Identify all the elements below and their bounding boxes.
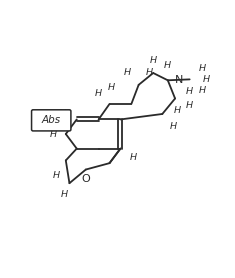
Text: H: H <box>95 88 102 98</box>
Text: H: H <box>173 106 180 115</box>
Text: H: H <box>199 64 206 73</box>
Text: N: N <box>175 75 183 85</box>
Text: H: H <box>53 172 60 180</box>
Text: H: H <box>60 190 67 198</box>
Text: H: H <box>186 101 193 110</box>
Text: H: H <box>59 110 66 118</box>
Text: H: H <box>164 61 171 70</box>
FancyBboxPatch shape <box>31 110 71 131</box>
Text: H: H <box>50 130 57 138</box>
Text: H: H <box>60 124 67 133</box>
Text: H: H <box>203 75 210 84</box>
Text: Abs: Abs <box>42 115 61 125</box>
Text: H: H <box>146 68 153 77</box>
Text: O: O <box>82 174 90 184</box>
Text: H: H <box>170 122 177 131</box>
Text: H: H <box>108 83 115 92</box>
Text: H: H <box>199 86 206 95</box>
Text: H: H <box>124 68 131 77</box>
Text: H: H <box>186 87 193 96</box>
Text: H: H <box>150 56 157 65</box>
Text: H: H <box>130 153 137 162</box>
